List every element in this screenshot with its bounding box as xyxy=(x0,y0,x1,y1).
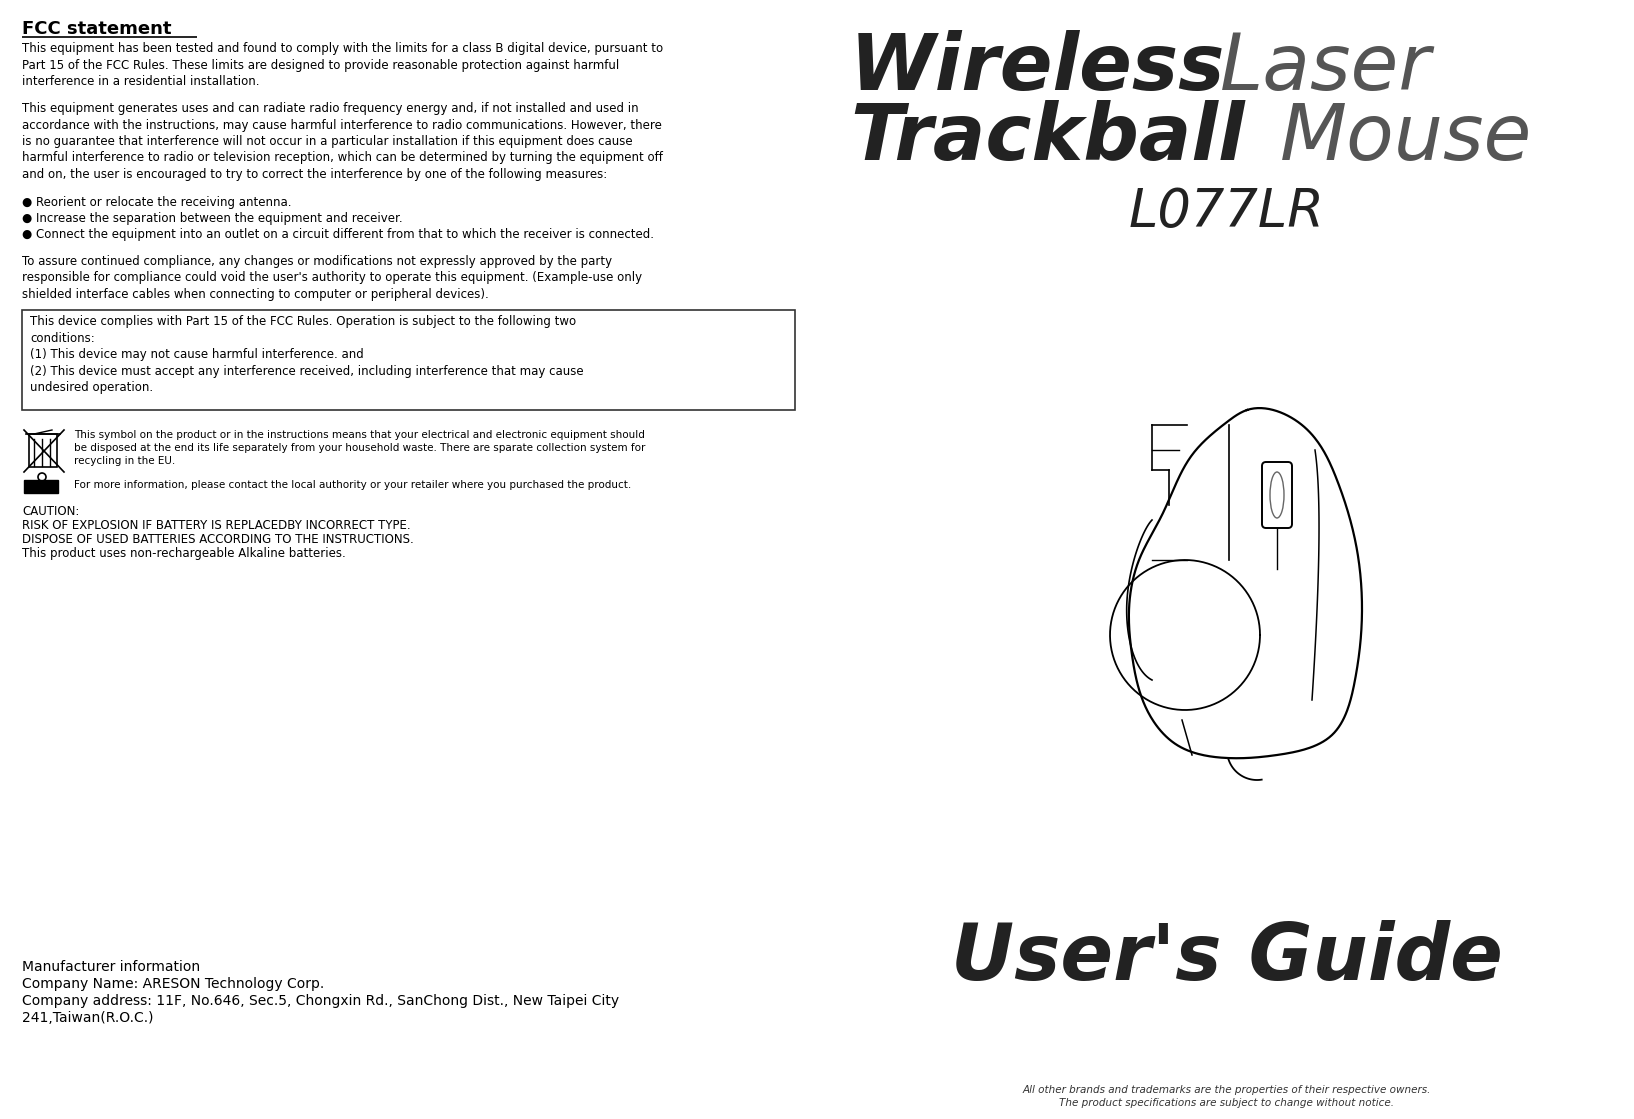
Text: Trackball: Trackball xyxy=(850,100,1245,176)
Text: Company Name: ARESON Technology Corp.: Company Name: ARESON Technology Corp. xyxy=(21,977,324,991)
Text: ● Increase the separation between the equipment and receiver.: ● Increase the separation between the eq… xyxy=(21,211,402,225)
Text: Manufacturer information: Manufacturer information xyxy=(21,960,199,974)
Text: User's Guide: User's Guide xyxy=(951,920,1503,996)
Text: Laser: Laser xyxy=(1221,30,1431,106)
Text: For more information, please contact the local authority or your retailer where : For more information, please contact the… xyxy=(74,480,631,490)
Ellipse shape xyxy=(1270,472,1284,518)
Text: RISK OF EXPLOSION IF BATTERY IS REPLACEDBY INCORRECT TYPE.: RISK OF EXPLOSION IF BATTERY IS REPLACED… xyxy=(21,519,410,532)
Text: This equipment has been tested and found to comply with the limits for a class B: This equipment has been tested and found… xyxy=(21,43,663,88)
Text: Company address: 11F, No.646, Sec.5, Chongxin Rd., SanChong Dist., New Taipei Ci: Company address: 11F, No.646, Sec.5, Cho… xyxy=(21,994,619,1008)
Text: All other brands and trademarks are the properties of their respective owners.: All other brands and trademarks are the … xyxy=(1023,1085,1431,1096)
Text: To assure continued compliance, any changes or modifications not expressly appro: To assure continued compliance, any chan… xyxy=(21,255,642,301)
Text: The product specifications are subject to change without notice.: The product specifications are subject t… xyxy=(1059,1098,1394,1108)
Text: This product uses non-rechargeable Alkaline batteries.: This product uses non-rechargeable Alkal… xyxy=(21,547,346,560)
Text: ● Reorient or relocate the receiving antenna.: ● Reorient or relocate the receiving ant… xyxy=(21,196,291,209)
Text: 241,Taiwan(R.O.C.): 241,Taiwan(R.O.C.) xyxy=(21,1010,154,1025)
Text: CAUTION:: CAUTION: xyxy=(21,505,80,518)
Text: This equipment generates uses and can radiate radio frequency energy and, if not: This equipment generates uses and can ra… xyxy=(21,102,663,181)
Text: L077LR: L077LR xyxy=(1129,186,1325,238)
Text: ● Connect the equipment into an outlet on a circuit different from that to which: ● Connect the equipment into an outlet o… xyxy=(21,228,654,241)
Text: Wireless: Wireless xyxy=(850,30,1226,106)
Text: Mouse: Mouse xyxy=(1279,100,1533,176)
Text: DISPOSE OF USED BATTERIES ACCORDING TO THE INSTRUCTIONS.: DISPOSE OF USED BATTERIES ACCORDING TO T… xyxy=(21,533,413,546)
Text: This device complies with Part 15 of the FCC Rules. Operation is subject to the : This device complies with Part 15 of the… xyxy=(29,316,583,394)
Text: FCC statement: FCC statement xyxy=(21,20,172,38)
FancyBboxPatch shape xyxy=(1261,462,1292,528)
Bar xyxy=(29,434,57,467)
Bar xyxy=(25,480,57,493)
FancyBboxPatch shape xyxy=(21,310,796,410)
Text: This symbol on the product or in the instructions means that your electrical and: This symbol on the product or in the ins… xyxy=(74,430,645,466)
